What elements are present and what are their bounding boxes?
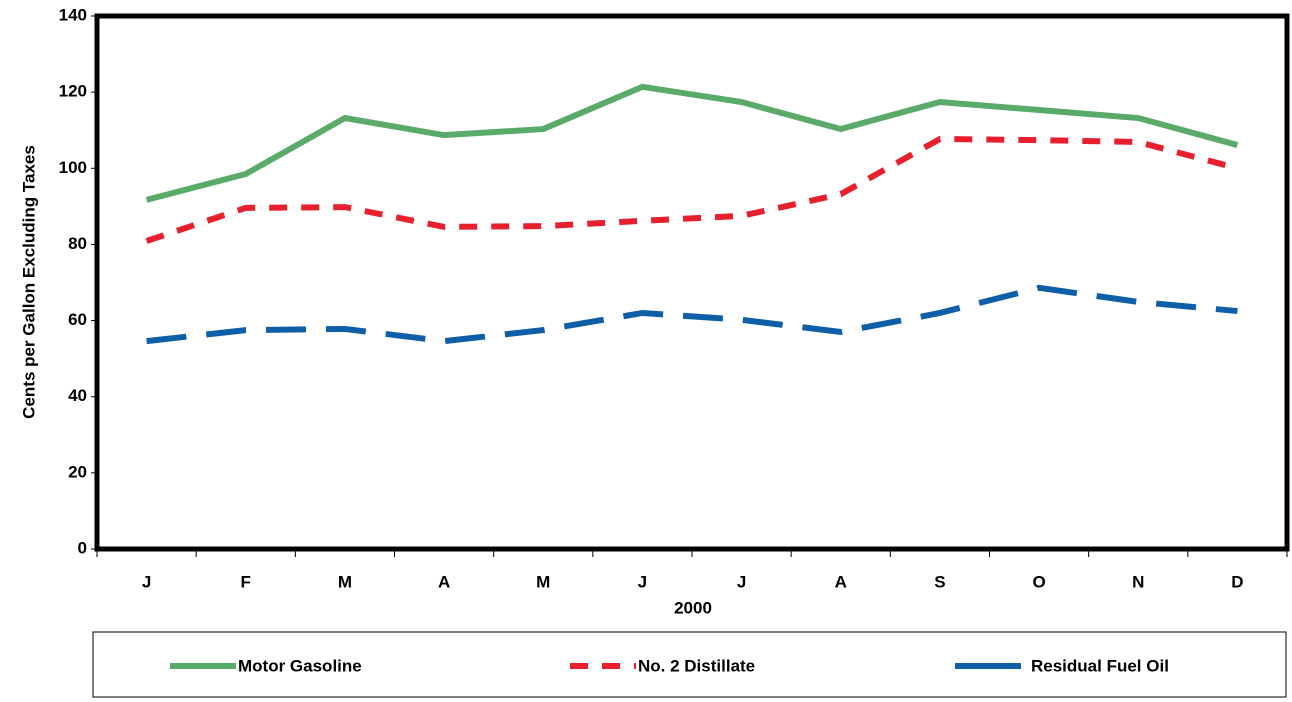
y-tick-label: 20 <box>68 462 87 481</box>
x-tick-label: S <box>934 572 945 591</box>
x-tick-label: A <box>438 572 450 591</box>
y-tick-label: 100 <box>59 158 87 177</box>
y-tick-label: 140 <box>59 5 87 24</box>
y-tick-label: 0 <box>78 538 87 557</box>
series-line <box>145 83 1239 203</box>
x-tick-label: D <box>1231 572 1243 591</box>
legend-box <box>92 631 1287 698</box>
series-line <box>145 135 1239 244</box>
legend-label: Residual Fuel Oil <box>1031 656 1169 675</box>
x-tick-label: N <box>1132 572 1144 591</box>
x-tick-label: F <box>241 572 251 591</box>
x-tick-label: J <box>638 572 647 591</box>
series-line <box>146 284 1238 345</box>
y-tick-label: 60 <box>68 310 87 329</box>
y-axis-label: Cents per Gallon Excluding Taxes <box>19 145 38 419</box>
legend-label: Motor Gasoline <box>238 656 362 675</box>
y-tick-label: 120 <box>59 82 87 101</box>
x-tick-label: M <box>338 572 352 591</box>
y-tick-label: 40 <box>68 386 87 405</box>
y-tick-label: 80 <box>68 234 87 253</box>
x-axis-label: 2000 <box>674 598 712 617</box>
plot-frame <box>94 13 1290 552</box>
x-tick-label: J <box>737 572 746 591</box>
x-tick-label: A <box>835 572 847 591</box>
x-tick-label: J <box>142 572 151 591</box>
x-tick-label: M <box>536 572 550 591</box>
legend-label: No. 2 Distillate <box>638 656 755 675</box>
x-tick-label: O <box>1032 572 1045 591</box>
